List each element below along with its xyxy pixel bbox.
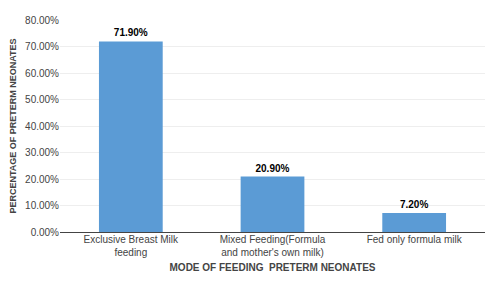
svg-text:10.00%: 10.00% [25,200,59,211]
svg-text:Mixed Feeding(Formulaand mothe: Mixed Feeding(Formulaand mother's own mi… [220,234,326,258]
svg-text:7.20%: 7.20% [400,199,428,210]
svg-text:Exclusive Breast Milkfeeding: Exclusive Breast Milkfeeding [84,234,179,258]
svg-text:Fed only formula milk: Fed only formula milk [367,234,463,245]
svg-text:71.90%: 71.90% [114,27,148,38]
svg-text:20.90%: 20.90% [255,163,289,174]
svg-text:50.00%: 50.00% [25,94,59,105]
svg-text:80.00%: 80.00% [25,15,59,26]
svg-text:60.00%: 60.00% [25,68,59,79]
svg-text:40.00%: 40.00% [25,121,59,132]
svg-text:70.00%: 70.00% [25,41,59,52]
svg-text:30.00%: 30.00% [25,147,59,158]
svg-text:20.00%: 20.00% [25,174,59,185]
svg-text:MODE OF FEEDING PRETERM NEONA: MODE OF FEEDING PRETERM NEONATES [170,262,376,273]
svg-text:0.00%: 0.00% [31,227,59,238]
svg-text:PERCENTAGE OF PRETERM NEONATES: PERCENTAGE OF PRETERM NEONATES [8,38,18,213]
